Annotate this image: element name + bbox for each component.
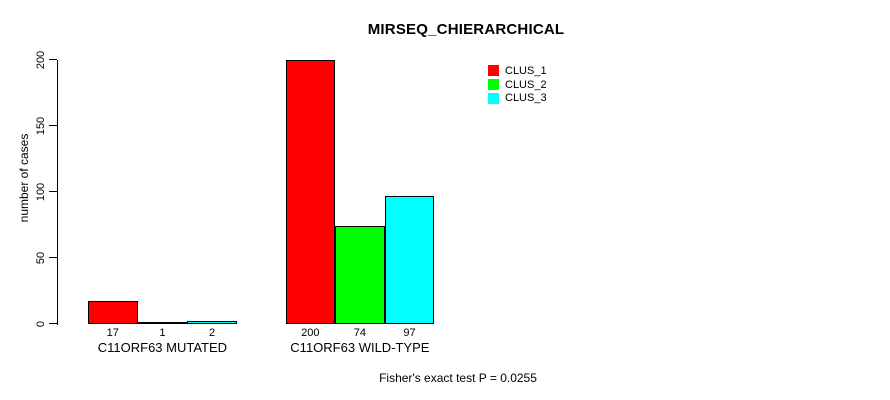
y-axis-tick-label: 0 — [35, 320, 47, 327]
legend: CLUS_1 CLUS_2 CLUS_3 — [488, 64, 547, 105]
bar-value-label: 1 — [159, 326, 166, 339]
legend-item-label: CLUS_3 — [505, 92, 547, 105]
bar-value-label: 97 — [403, 326, 416, 339]
chart-title: MIRSEQ_CHIERARCHICAL — [367, 21, 565, 38]
bar-value-label: 74 — [353, 326, 367, 339]
bar-clus_2-group1 — [137, 322, 188, 325]
y-axis-tick — [48, 58, 57, 61]
legend-swatch-clus_3 — [488, 92, 499, 104]
legend-swatch-clus_2 — [488, 79, 499, 91]
legend-swatch-clus_1 — [488, 65, 499, 77]
bar-value-label: 2 — [208, 326, 216, 339]
bar-clus_3-group2 — [384, 195, 435, 324]
y-axis-tick — [48, 257, 57, 259]
y-axis-tick-label: 100 — [35, 182, 47, 201]
y-axis-tick-label: 200 — [35, 50, 47, 69]
x-category-label: C11ORF63 WILD-TYPE — [290, 339, 430, 355]
legend-item: CLUS_3 — [488, 91, 547, 105]
bar-value-label: 17 — [106, 326, 119, 339]
y-axis-tick — [48, 124, 57, 127]
legend-item: CLUS_2 — [488, 78, 547, 92]
legend-item-label: CLUS_1 — [505, 64, 547, 77]
bar-clus_1-group2 — [285, 59, 336, 324]
y-axis-line — [56, 59, 59, 325]
y-axis-tick-label: 150 — [35, 116, 47, 135]
stat-annotation: Fisher's exact test P = 0.0255 — [379, 371, 537, 385]
legend-item-label: CLUS_2 — [505, 78, 547, 91]
bar-clus_2-group2 — [335, 225, 385, 324]
bar-clus_1-group1 — [88, 301, 138, 324]
y-axis-tick — [48, 323, 57, 325]
y-axis-tick-label: 50 — [35, 251, 47, 264]
bar-value-label: 200 — [301, 326, 320, 339]
bar-clus_3-group1 — [187, 321, 237, 324]
y-axis-tick — [48, 191, 57, 193]
x-category-label: C11ORF63 MUTATED — [97, 339, 228, 355]
legend-item: CLUS_1 — [488, 64, 547, 78]
